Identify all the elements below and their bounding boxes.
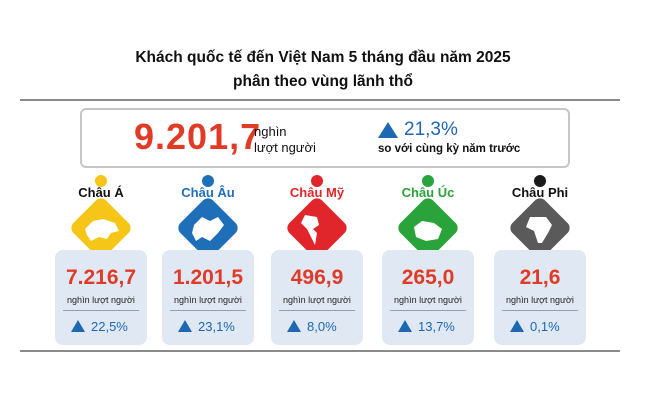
region-dot	[534, 175, 546, 187]
up-arrow-icon	[378, 122, 398, 138]
region-unit: nghìn lượt người	[506, 295, 574, 305]
region-unit: nghìn lượt người	[67, 295, 135, 305]
region-name: Châu Á	[78, 185, 124, 200]
region-column: Châu Úc 265,0 nghìn lượt người 13,7%	[382, 175, 474, 345]
up-arrow-icon	[71, 320, 85, 332]
region-column: Châu Mỹ 496,9 nghìn lượt người 8,0%	[271, 175, 363, 345]
growth-note: so với cùng kỳ năm trước	[378, 143, 521, 155]
up-arrow-icon	[178, 320, 192, 332]
top-divider	[20, 99, 620, 101]
region-name: Châu Phi	[511, 185, 569, 200]
total-value: 9.201,7	[134, 116, 262, 157]
region-value-card: 265,0 nghìn lượt người 13,7%	[382, 250, 474, 345]
card-divider	[502, 310, 578, 311]
region-name: Châu Âu	[181, 185, 235, 200]
chart-title-line2: phân theo vùng lãnh thổ	[233, 73, 413, 90]
region-unit: nghìn lượt người	[283, 295, 351, 305]
region-value-card: 1.201,5 nghìn lượt người 23,1%	[162, 250, 254, 345]
region-unit: nghìn lượt người	[394, 295, 462, 305]
america-map-icon	[301, 215, 319, 245]
up-arrow-icon	[398, 320, 412, 332]
region-value: 265,0	[401, 266, 455, 289]
region-name: Châu Mỹ	[289, 185, 345, 200]
region-dot	[202, 175, 214, 187]
summary-box: 9.201,7 nghìn lượt người 21,3% so với cù…	[80, 108, 570, 168]
region-column: Châu Á 7.216,7 nghìn lượt người 22,5%	[55, 175, 147, 345]
region-dot	[311, 175, 323, 187]
region-value-card: 21,6 nghìn lượt người 0,1%	[494, 250, 586, 345]
region-column: Châu Âu 1.201,5 nghìn lượt người 23,1%	[162, 175, 254, 345]
oceania-map-icon	[414, 221, 442, 241]
card-divider	[63, 310, 139, 311]
region-unit: nghìn lượt người	[174, 295, 242, 305]
region-value: 7.216,7	[65, 266, 137, 289]
region-value-card: 7.216,7 nghìn lượt người 22,5%	[55, 250, 147, 345]
total-unit-line1: nghìn	[254, 124, 287, 139]
bottom-divider	[20, 350, 620, 352]
region-growth: 23,1%	[198, 319, 235, 334]
region-value: 21,6	[519, 266, 561, 289]
total-unit: nghìn lượt người	[254, 124, 316, 156]
up-arrow-icon	[287, 320, 301, 332]
region-growth: 0,1%	[530, 319, 560, 334]
up-arrow-icon	[510, 320, 524, 332]
region-growth: 22,5%	[91, 319, 128, 334]
region-value: 1.201,5	[172, 266, 244, 289]
region-value: 496,9	[290, 266, 344, 289]
region-growth: 13,7%	[418, 319, 455, 334]
region-dot	[95, 175, 107, 187]
region-column: Châu Phi 21,6 nghìn lượt người 0,1%	[494, 175, 586, 345]
region-dot	[422, 175, 434, 187]
card-divider	[170, 310, 246, 311]
region-value-card: 496,9 nghìn lượt người 8,0%	[271, 250, 363, 345]
total-growth: 21,3%	[404, 119, 458, 140]
card-divider	[390, 310, 466, 311]
total-unit-line2: lượt người	[254, 140, 316, 155]
europe-map-icon	[192, 217, 224, 241]
africa-map-icon	[526, 217, 552, 243]
asia-map-icon	[85, 219, 119, 241]
region-name: Châu Úc	[401, 185, 455, 200]
chart-title-line1: Khách quốc tế đến Việt Nam 5 tháng đầu n…	[135, 49, 511, 66]
card-divider	[279, 310, 355, 311]
region-growth: 8,0%	[307, 319, 337, 334]
